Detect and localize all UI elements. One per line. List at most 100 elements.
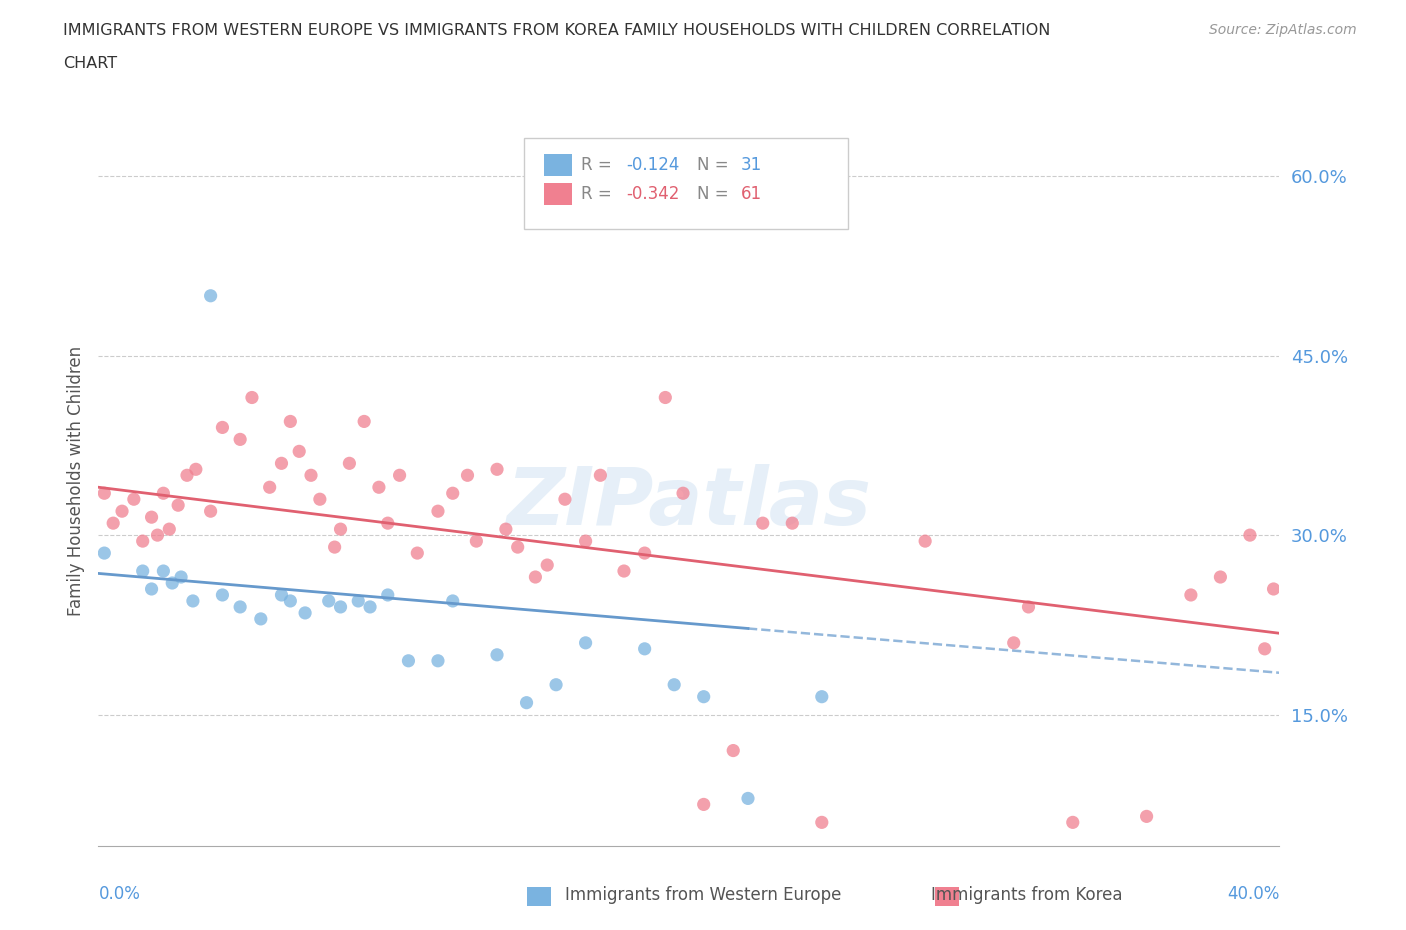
Text: R =: R = bbox=[582, 156, 617, 174]
Point bbox=[200, 288, 222, 303]
Point bbox=[1180, 588, 1202, 603]
Text: Immigrants from Western Europe: Immigrants from Western Europe bbox=[565, 885, 841, 904]
FancyBboxPatch shape bbox=[544, 183, 572, 206]
Point bbox=[634, 642, 657, 657]
Point bbox=[810, 689, 832, 704]
Point bbox=[546, 677, 568, 692]
Point bbox=[294, 605, 316, 620]
Point bbox=[1254, 642, 1277, 657]
Point bbox=[634, 546, 657, 561]
Point bbox=[737, 791, 759, 806]
Point bbox=[323, 539, 346, 554]
Point bbox=[524, 569, 547, 584]
Text: CHART: CHART bbox=[63, 56, 117, 71]
Point bbox=[914, 534, 936, 549]
Point bbox=[132, 534, 155, 549]
Point bbox=[270, 588, 292, 603]
Point bbox=[270, 456, 292, 471]
Point bbox=[184, 462, 207, 477]
Point bbox=[1239, 527, 1261, 542]
Point bbox=[329, 600, 352, 615]
Point bbox=[575, 635, 598, 650]
Point bbox=[427, 504, 450, 519]
Point bbox=[427, 654, 450, 669]
Point bbox=[1263, 581, 1285, 596]
Point bbox=[229, 432, 252, 446]
Text: -0.342: -0.342 bbox=[626, 185, 679, 204]
Point bbox=[782, 516, 804, 531]
Point bbox=[211, 588, 233, 603]
Point bbox=[457, 468, 479, 483]
Point bbox=[152, 564, 174, 578]
Text: -0.124: -0.124 bbox=[626, 156, 679, 174]
Point bbox=[465, 534, 488, 549]
Point bbox=[132, 564, 155, 578]
Point bbox=[672, 485, 695, 500]
Point bbox=[368, 480, 391, 495]
Point bbox=[162, 576, 183, 591]
Point bbox=[353, 414, 375, 429]
Text: N =: N = bbox=[697, 156, 734, 174]
FancyBboxPatch shape bbox=[544, 154, 572, 176]
Point bbox=[141, 581, 163, 596]
Point bbox=[495, 522, 517, 537]
Text: Source: ZipAtlas.com: Source: ZipAtlas.com bbox=[1209, 23, 1357, 37]
Point bbox=[250, 611, 273, 626]
Point bbox=[1018, 600, 1040, 615]
Point bbox=[1002, 635, 1025, 650]
Point bbox=[441, 593, 464, 608]
Point bbox=[141, 510, 163, 525]
Point bbox=[240, 390, 263, 405]
Point bbox=[288, 444, 311, 458]
Point bbox=[299, 468, 322, 483]
Text: 61: 61 bbox=[741, 185, 762, 204]
Point bbox=[318, 593, 340, 608]
Point bbox=[575, 534, 598, 549]
Point bbox=[664, 677, 686, 692]
Point bbox=[1209, 569, 1232, 584]
Point bbox=[280, 593, 302, 608]
Point bbox=[347, 593, 370, 608]
Point bbox=[506, 539, 529, 554]
Point bbox=[181, 593, 204, 608]
Point bbox=[170, 569, 193, 584]
Point bbox=[259, 480, 281, 495]
Point bbox=[167, 498, 190, 512]
Point bbox=[441, 485, 464, 500]
Point bbox=[752, 516, 775, 531]
Point bbox=[516, 696, 538, 711]
Point bbox=[359, 600, 381, 615]
Point bbox=[693, 797, 716, 812]
Point bbox=[377, 588, 399, 603]
Text: IMMIGRANTS FROM WESTERN EUROPE VS IMMIGRANTS FROM KOREA FAMILY HOUSEHOLDS WITH C: IMMIGRANTS FROM WESTERN EUROPE VS IMMIGR… bbox=[63, 23, 1050, 38]
FancyBboxPatch shape bbox=[523, 139, 848, 230]
Point bbox=[93, 546, 115, 561]
Point bbox=[93, 485, 115, 500]
Point bbox=[554, 492, 576, 507]
Point bbox=[339, 456, 361, 471]
Point bbox=[589, 468, 612, 483]
Point bbox=[309, 492, 332, 507]
Point bbox=[613, 564, 636, 578]
Point bbox=[388, 468, 411, 483]
Point bbox=[157, 522, 180, 537]
Point bbox=[486, 647, 509, 662]
Text: 40.0%: 40.0% bbox=[1227, 885, 1279, 903]
Text: ZIPatlas: ZIPatlas bbox=[506, 464, 872, 542]
Point bbox=[693, 689, 716, 704]
Point bbox=[406, 546, 429, 561]
Point bbox=[280, 414, 302, 429]
Point bbox=[146, 527, 169, 542]
Point bbox=[810, 815, 832, 830]
Point bbox=[536, 558, 558, 573]
Point bbox=[229, 600, 252, 615]
Point bbox=[122, 492, 145, 507]
Point bbox=[486, 462, 509, 477]
Point bbox=[723, 743, 745, 758]
Point bbox=[103, 516, 125, 531]
Point bbox=[152, 485, 174, 500]
Text: R =: R = bbox=[582, 185, 617, 204]
Text: N =: N = bbox=[697, 185, 734, 204]
Y-axis label: Family Households with Children: Family Households with Children bbox=[66, 346, 84, 617]
Point bbox=[1136, 809, 1159, 824]
